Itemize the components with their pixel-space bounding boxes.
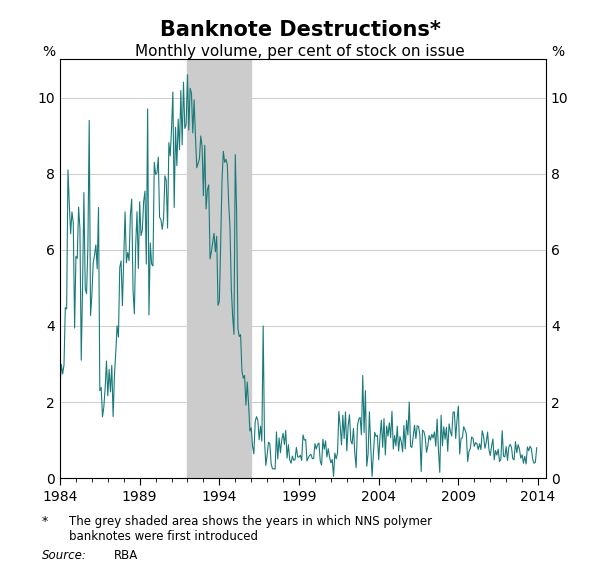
Text: Banknote Destructions*: Banknote Destructions* — [160, 20, 440, 40]
Text: *: * — [42, 515, 48, 528]
Text: Source:: Source: — [42, 549, 87, 562]
Text: %: % — [551, 45, 564, 59]
Text: RBA: RBA — [114, 549, 138, 562]
Text: %: % — [42, 45, 55, 59]
Bar — [187, 59, 251, 478]
Text: Monthly volume, per cent of stock on issue: Monthly volume, per cent of stock on iss… — [135, 44, 465, 59]
Text: The grey shaded area shows the years in which NNS polymer
banknotes were first i: The grey shaded area shows the years in … — [69, 515, 432, 543]
